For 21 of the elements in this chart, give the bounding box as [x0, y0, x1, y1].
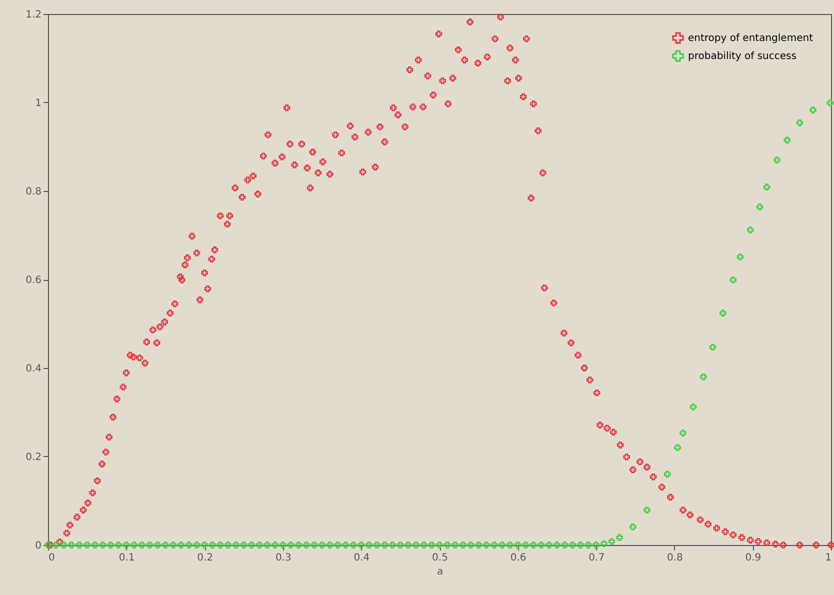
x-tick-label: 0.9	[745, 552, 762, 564]
x-axis-title: a	[436, 566, 444, 578]
legend-label: probability of success	[688, 51, 796, 62]
y-tick-label: 1.2	[26, 10, 42, 20]
y-tick-label: 0.6	[26, 275, 42, 286]
x-tick-label: 0.5	[432, 552, 448, 564]
x-tick-label: 0.6	[510, 552, 526, 564]
x-tick-label: 0.7	[588, 552, 605, 564]
y-tick-label: 1	[35, 98, 42, 109]
x-tick-label: 0.8	[666, 552, 683, 564]
x-tick-label: 0.3	[275, 552, 292, 564]
x-tick-label: 1	[825, 552, 832, 564]
x-tick-label: 0.4	[354, 552, 370, 564]
y-tick-label: 0.4	[26, 364, 42, 374]
y-tick-label: 0	[35, 540, 42, 552]
y-tick-label: 0.8	[26, 186, 42, 198]
x-tick-label: 0.2	[197, 552, 214, 564]
y-tick-label: 0.2	[26, 452, 42, 463]
x-tick-label: 0.1	[118, 552, 135, 564]
x-tick-label: 0	[48, 552, 55, 564]
legend-label: entropy of entanglement	[688, 33, 814, 44]
